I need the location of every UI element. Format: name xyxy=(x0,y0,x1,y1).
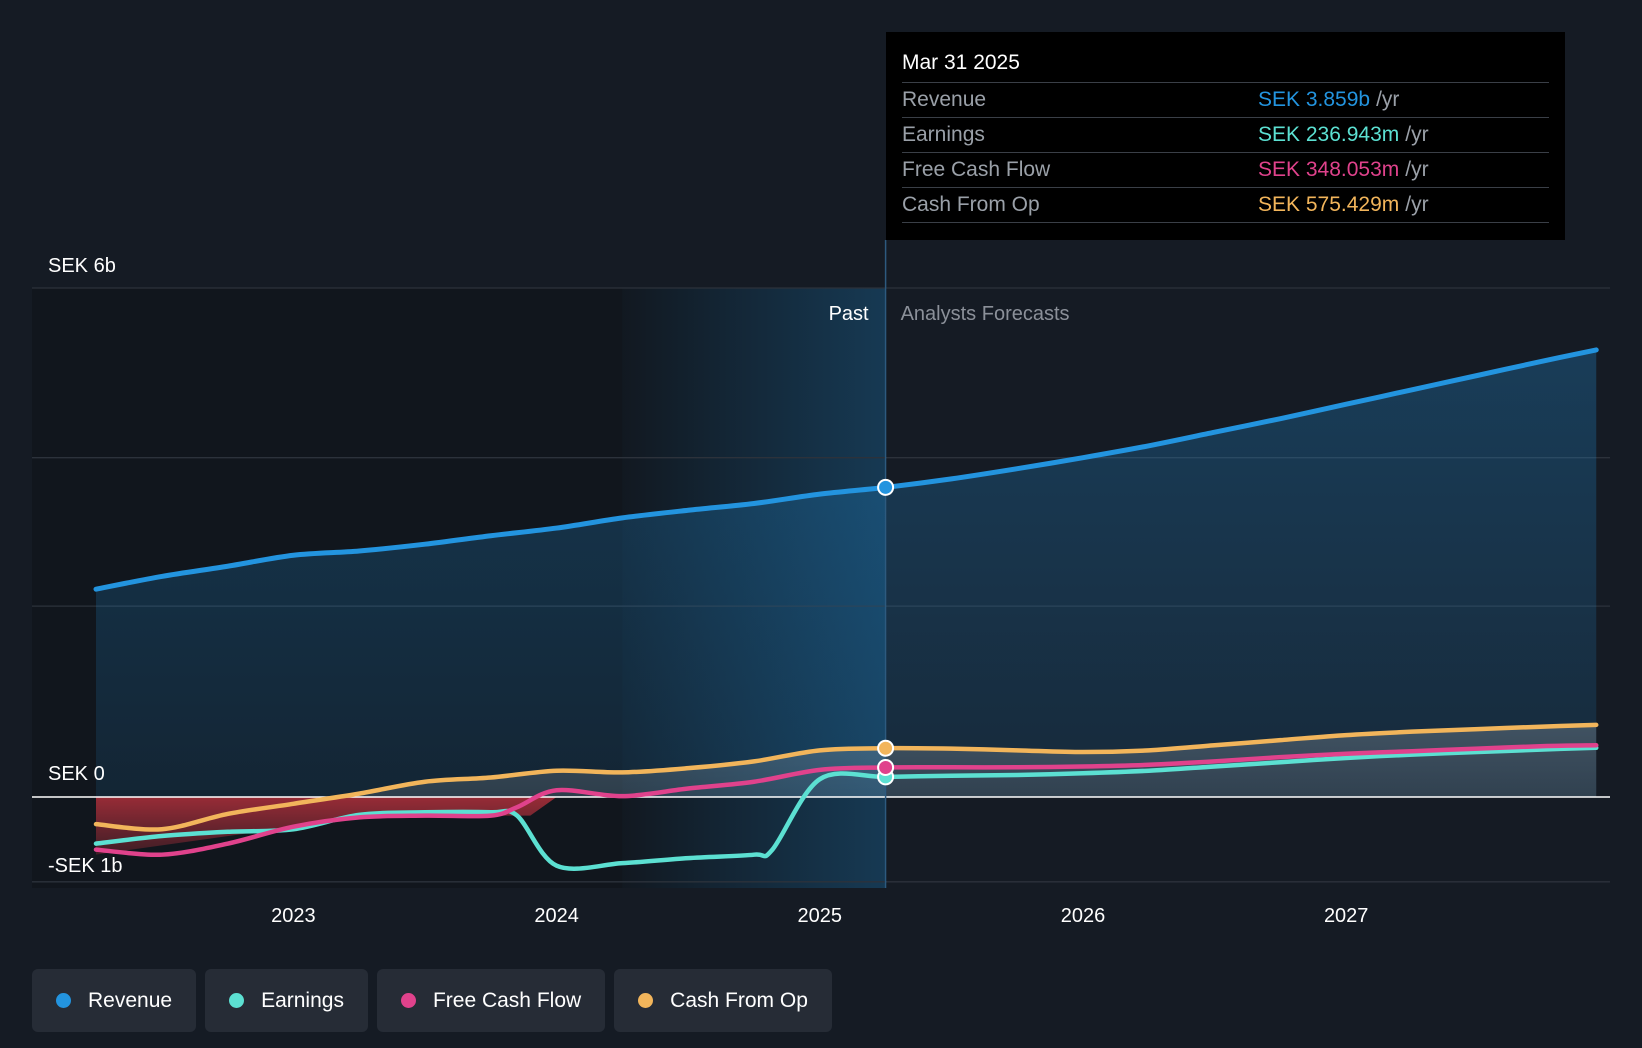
revenue-area xyxy=(96,349,1597,797)
revenue-dot-icon xyxy=(56,993,71,1008)
legend-label: Earnings xyxy=(261,988,344,1012)
tooltip-row-value: SEK 236.943m xyxy=(1258,123,1400,146)
tooltip-row-value: SEK 348.053m xyxy=(1258,158,1400,181)
tooltip-row-cash-from-op: Cash From Op SEK 575.429m /yr xyxy=(902,188,1549,223)
tooltip-date: Mar 31 2025 xyxy=(902,46,1549,83)
legend-item-earnings[interactable]: Earnings xyxy=(205,969,368,1032)
tooltip-row-unit: /yr xyxy=(1405,123,1429,146)
tooltip-row-unit: /yr xyxy=(1376,88,1400,111)
series-line-free-cash-flow xyxy=(93,743,1599,858)
tooltip-row-name: Revenue xyxy=(902,88,987,111)
cash-from-op-dot-icon xyxy=(638,993,654,1008)
series-line-cash-from-op xyxy=(93,722,1599,832)
x-tick-label: 2025 xyxy=(798,905,843,927)
earnings-dot-icon xyxy=(229,993,245,1008)
past-label: Past xyxy=(829,303,869,325)
y-axis-zero-label: SEK 0 xyxy=(48,763,105,785)
tooltip-row-free-cash-flow: Free Cash Flow SEK 348.053m /yr xyxy=(902,153,1549,188)
series-lines xyxy=(93,347,1599,871)
tooltip-row-revenue: Revenue SEK 3.859b /yr xyxy=(902,83,1549,118)
legend-item-free-cash-flow[interactable]: Free Cash Flow xyxy=(376,969,606,1032)
legend: Revenue Earnings Free Cash Flow Cash Fro… xyxy=(32,969,832,1032)
hover-markers xyxy=(877,478,895,786)
series-line-earnings xyxy=(93,745,1599,871)
tooltip-row-name: Earnings xyxy=(902,123,985,146)
legend-item-cash-from-op[interactable]: Cash From Op xyxy=(614,969,832,1032)
marker-revenue xyxy=(877,478,895,496)
tooltip-row-name: Free Cash Flow xyxy=(902,158,1051,181)
free-cash-flow-dot-icon xyxy=(400,993,416,1008)
tooltip-row-value: SEK 575.429m xyxy=(1258,193,1400,216)
x-tick-label: 2027 xyxy=(1324,905,1369,927)
legend-label: Free Cash Flow xyxy=(432,988,582,1012)
earnings-revenue-chart: SEK 6b SEK 0 -SEK 1b Past Analysts Forec… xyxy=(32,240,1610,927)
tooltip-row-unit: /yr xyxy=(1405,158,1429,181)
x-axis-ticks: 2023 2024 2025 2026 2027 xyxy=(271,905,1368,927)
marker-cash-from-op xyxy=(877,739,895,757)
legend-label: Revenue xyxy=(88,988,173,1012)
forecast-label: Analysts Forecasts xyxy=(901,303,1070,325)
tooltip-row-value: SEK 3.859b xyxy=(1258,88,1371,111)
y-axis-top-label: SEK 6b xyxy=(48,255,116,277)
legend-item-revenue[interactable]: Revenue xyxy=(32,969,197,1032)
marker-free-cash-flow xyxy=(877,758,895,776)
series-line-revenue xyxy=(93,347,1599,592)
x-tick-label: 2026 xyxy=(1061,905,1106,927)
x-tick-label: 2024 xyxy=(534,905,579,927)
y-axis-bottom-label: -SEK 1b xyxy=(48,855,122,877)
tooltip-row-name: Cash From Op xyxy=(902,193,1040,216)
x-tick-label: 2023 xyxy=(271,905,316,927)
tooltip: Mar 31 2025 Revenue SEK 3.859b /yr Earni… xyxy=(886,32,1565,240)
tooltip-row-unit: /yr xyxy=(1405,193,1429,216)
tooltip-row-earnings: Earnings SEK 236.943m /yr xyxy=(902,118,1549,153)
legend-label: Cash From Op xyxy=(670,988,808,1012)
